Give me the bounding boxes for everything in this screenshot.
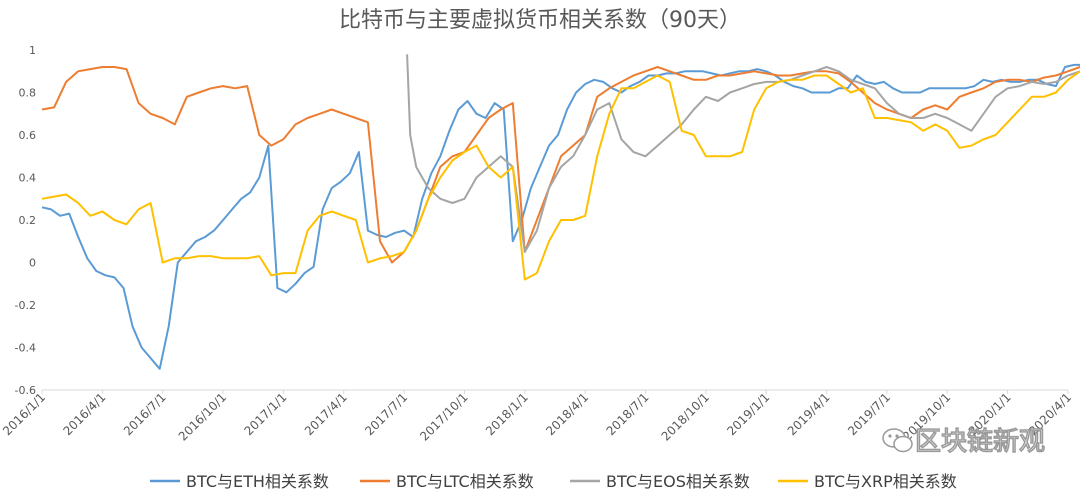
x-tick-label: 2019/4/1 [785, 390, 833, 438]
y-axis: 1 0.8 0.6 0.4 0.2 0 -0.2 -0.4 -0.6 [15, 44, 36, 397]
x-tick-label: 2016/7/1 [121, 390, 169, 438]
series-line-3 [406, 54, 1080, 253]
x-tick-label: 2017/4/1 [302, 390, 350, 438]
y-tick-label: 0.2 [19, 214, 37, 227]
x-tick-label: 2018/1/1 [483, 390, 531, 438]
x-axis: 2016/1/1 2016/4/1 2016/7/1 2016/10/1 2017/1/… [0, 389, 1074, 444]
chart-title: 比特币与主要虚拟货币相关系数（90天） [339, 8, 741, 33]
y-tick-label: 0.8 [19, 87, 37, 100]
x-tick-label: 2017/1/1 [242, 390, 290, 438]
legend-label: BTC与LTC相关系数 [396, 472, 534, 491]
y-tick-label: 1 [29, 44, 36, 57]
x-tick-label: 2017/7/1 [362, 390, 410, 438]
y-tick-label: -0.2 [15, 299, 36, 312]
x-tick-label: 2018/7/1 [604, 390, 652, 438]
watermark-text: 区块链新观 [915, 426, 1045, 457]
plot-area [41, 54, 1080, 370]
x-tick-label: 2016/1/1 [0, 390, 48, 438]
series-line-1 [41, 63, 1080, 370]
x-tick-label: 2016/10/1 [176, 390, 229, 443]
y-tick-label: 0.6 [19, 129, 37, 142]
series-line-4 [41, 70, 1080, 281]
legend-label: BTC与XRP相关系数 [814, 472, 957, 491]
series-line-2 [41, 66, 1080, 264]
wechat-icon [882, 428, 913, 453]
x-tick-label: 2017/10/1 [417, 390, 470, 443]
y-tick-label: -0.6 [15, 384, 36, 397]
y-tick-label: 0 [29, 257, 36, 270]
legend-label: BTC与EOS相关系数 [606, 472, 750, 491]
y-tick-label: -0.4 [15, 342, 36, 355]
x-tick-label: 2018/4/1 [543, 390, 591, 438]
legend: BTC与ETH相关系数 BTC与LTC相关系数 BTC与EOS相关系数 BTC与XRP… [150, 472, 957, 491]
x-tick-label: 2018/10/1 [659, 390, 712, 443]
x-tick-label: 2016/4/1 [60, 390, 108, 438]
legend-label: BTC与ETH相关系数 [186, 472, 329, 491]
y-tick-label: 0.4 [19, 172, 37, 185]
x-tick-label: 2019/1/1 [724, 390, 772, 438]
watermark: 区块链新观 [882, 426, 1045, 457]
